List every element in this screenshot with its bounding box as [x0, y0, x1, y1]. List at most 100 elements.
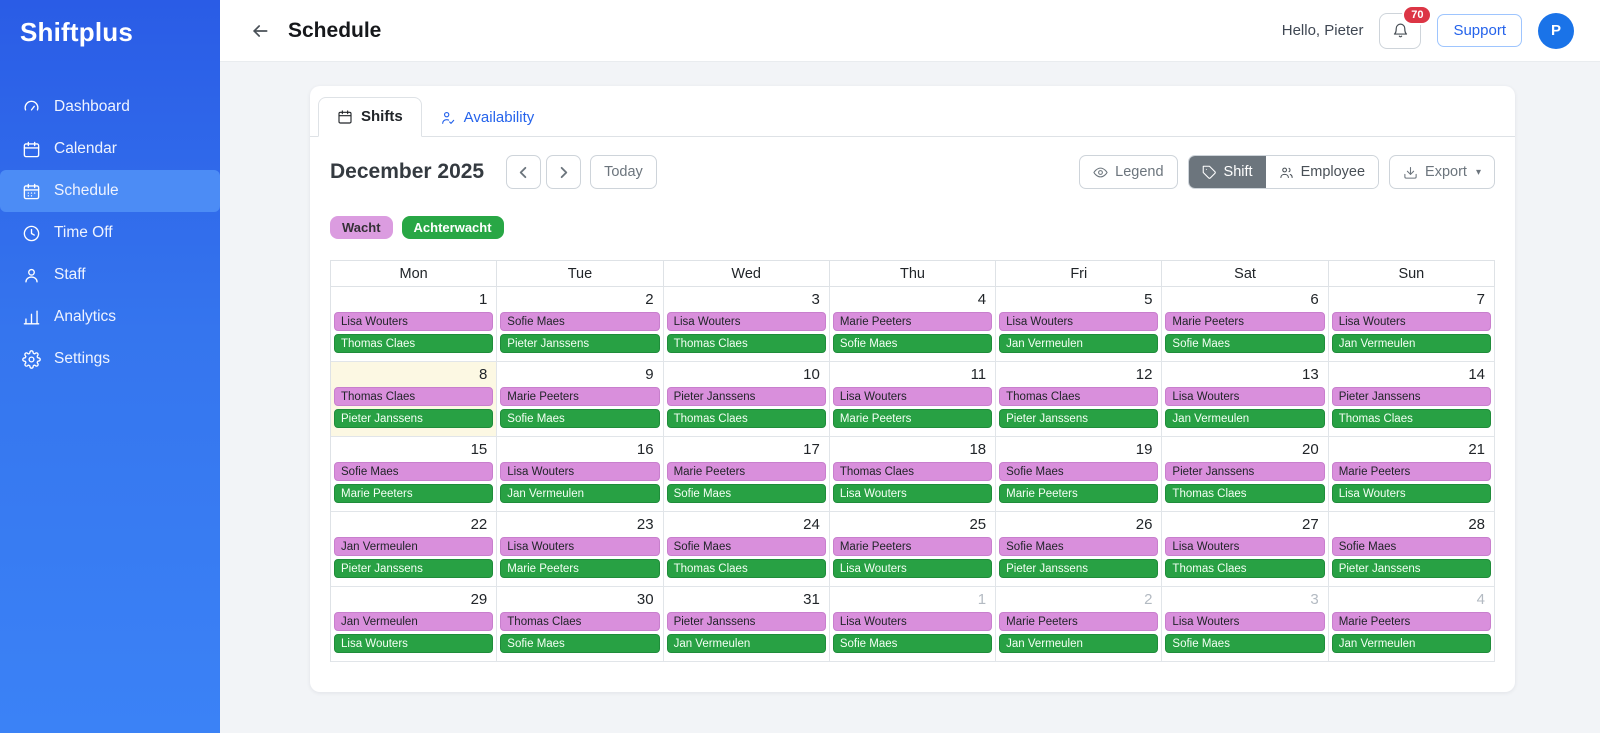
shift-chip-wacht[interactable]: Marie Peeters: [999, 612, 1159, 631]
day-cell[interactable]: 19 Sofie Maes Marie Peeters: [996, 437, 1163, 512]
shift-chip-wacht[interactable]: Pieter Janssens: [666, 612, 826, 631]
day-cell[interactable]: 14 Pieter Janssens Thomas Claes: [1328, 362, 1495, 437]
shift-chip-wacht[interactable]: Marie Peeters: [1331, 462, 1491, 481]
shift-chip-wacht[interactable]: Sofie Maes: [999, 537, 1159, 556]
shift-chip-wacht[interactable]: Marie Peeters: [500, 387, 660, 406]
shift-chip-achterwacht[interactable]: Thomas Claes: [1165, 559, 1325, 578]
day-cell[interactable]: 2 Sofie Maes Pieter Janssens: [497, 287, 664, 362]
day-cell[interactable]: 23 Lisa Wouters Marie Peeters: [497, 512, 664, 587]
view-mode-employee[interactable]: Employee: [1265, 156, 1379, 188]
shift-chip-achterwacht[interactable]: Sofie Maes: [500, 409, 660, 428]
shift-chip-achterwacht[interactable]: Pieter Janssens: [500, 334, 660, 353]
day-cell[interactable]: 24 Sofie Maes Thomas Claes: [663, 512, 830, 587]
day-cell[interactable]: 22 Jan Vermeulen Pieter Janssens: [331, 512, 498, 587]
shift-chip-achterwacht[interactable]: Marie Peeters: [500, 559, 660, 578]
sidebar-item-settings[interactable]: Settings: [0, 338, 220, 380]
sidebar-item-dashboard[interactable]: Dashboard: [0, 86, 220, 128]
day-cell[interactable]: 3 Lisa Wouters Thomas Claes: [663, 287, 830, 362]
day-cell[interactable]: 10 Pieter Janssens Thomas Claes: [663, 362, 830, 437]
day-cell[interactable]: 12 Thomas Claes Pieter Janssens: [996, 362, 1163, 437]
shift-chip-achterwacht[interactable]: Thomas Claes: [666, 409, 826, 428]
day-cell[interactable]: 13 Lisa Wouters Jan Vermeulen: [1162, 362, 1329, 437]
shift-chip-achterwacht[interactable]: Pieter Janssens: [1331, 559, 1491, 578]
shift-chip-achterwacht[interactable]: Lisa Wouters: [334, 634, 494, 653]
sidebar-item-schedule[interactable]: Schedule: [0, 170, 220, 212]
day-cell[interactable]: 27 Lisa Wouters Thomas Claes: [1162, 512, 1329, 587]
shift-chip-achterwacht[interactable]: Pieter Janssens: [999, 409, 1159, 428]
shift-chip-achterwacht[interactable]: Pieter Janssens: [999, 559, 1159, 578]
shift-chip-wacht[interactable]: Marie Peeters: [1165, 312, 1325, 331]
day-cell[interactable]: 17 Marie Peeters Sofie Maes: [663, 437, 830, 512]
day-cell[interactable]: 1 Lisa Wouters Thomas Claes: [331, 287, 498, 362]
shift-chip-wacht[interactable]: Lisa Wouters: [666, 312, 826, 331]
shift-chip-achterwacht[interactable]: Marie Peeters: [334, 484, 494, 503]
sidebar-item-analytics[interactable]: Analytics: [0, 296, 220, 338]
shift-chip-wacht[interactable]: Thomas Claes: [334, 387, 494, 406]
shift-chip-achterwacht[interactable]: Jan Vermeulen: [999, 334, 1159, 353]
day-cell[interactable]: 25 Marie Peeters Lisa Wouters: [829, 512, 997, 587]
day-cell[interactable]: 16 Lisa Wouters Jan Vermeulen: [497, 437, 664, 512]
shift-chip-achterwacht[interactable]: Sofie Maes: [832, 334, 993, 353]
shift-chip-wacht[interactable]: Sofie Maes: [500, 312, 660, 331]
shift-chip-wacht[interactable]: Lisa Wouters: [1165, 537, 1325, 556]
shift-chip-achterwacht[interactable]: Lisa Wouters: [1331, 484, 1491, 503]
shift-chip-wacht[interactable]: Lisa Wouters: [1165, 612, 1325, 631]
shift-chip-wacht[interactable]: Pieter Janssens: [1165, 462, 1325, 481]
shift-chip-wacht[interactable]: Sofie Maes: [999, 462, 1159, 481]
support-button[interactable]: Support: [1437, 14, 1522, 47]
shift-chip-achterwacht[interactable]: Jan Vermeulen: [1331, 334, 1491, 353]
day-cell[interactable]: 4 Marie Peeters Sofie Maes: [829, 287, 997, 362]
day-cell[interactable]: 26 Sofie Maes Pieter Janssens: [996, 512, 1163, 587]
today-button[interactable]: Today: [590, 155, 657, 189]
shift-chip-achterwacht[interactable]: Sofie Maes: [1165, 634, 1325, 653]
day-cell[interactable]: 4 Marie Peeters Jan Vermeulen: [1328, 587, 1495, 662]
shift-chip-achterwacht[interactable]: Lisa Wouters: [832, 559, 993, 578]
shift-chip-wacht[interactable]: Jan Vermeulen: [334, 537, 494, 556]
legend-button[interactable]: Legend: [1079, 155, 1178, 189]
shift-chip-wacht[interactable]: Lisa Wouters: [999, 312, 1159, 331]
day-cell[interactable]: 20 Pieter Janssens Thomas Claes: [1162, 437, 1329, 512]
day-cell[interactable]: 18 Thomas Claes Lisa Wouters: [829, 437, 997, 512]
day-cell[interactable]: 31 Pieter Janssens Jan Vermeulen: [663, 587, 830, 662]
shift-chip-achterwacht[interactable]: Pieter Janssens: [334, 409, 494, 428]
shift-chip-wacht[interactable]: Lisa Wouters: [1331, 312, 1491, 331]
tab-shifts[interactable]: Shifts: [318, 97, 422, 137]
shift-chip-achterwacht[interactable]: Thomas Claes: [1331, 409, 1491, 428]
day-cell[interactable]: 30 Thomas Claes Sofie Maes: [497, 587, 664, 662]
shift-chip-wacht[interactable]: Marie Peeters: [1331, 612, 1491, 631]
shift-chip-wacht[interactable]: Lisa Wouters: [832, 612, 993, 631]
day-cell[interactable]: 7 Lisa Wouters Jan Vermeulen: [1328, 287, 1495, 362]
shift-chip-achterwacht[interactable]: Thomas Claes: [666, 334, 826, 353]
tab-availability[interactable]: Availability: [422, 99, 553, 137]
shift-chip-wacht[interactable]: Lisa Wouters: [500, 462, 660, 481]
shift-chip-achterwacht[interactable]: Sofie Maes: [500, 634, 660, 653]
day-cell[interactable]: 6 Marie Peeters Sofie Maes: [1162, 287, 1329, 362]
day-cell[interactable]: 11 Lisa Wouters Marie Peeters: [829, 362, 997, 437]
sidebar-item-calendar[interactable]: Calendar: [0, 128, 220, 170]
shift-chip-wacht[interactable]: Sofie Maes: [1331, 537, 1491, 556]
shift-chip-achterwacht[interactable]: Jan Vermeulen: [999, 634, 1159, 653]
shift-chip-achterwacht[interactable]: Thomas Claes: [666, 559, 826, 578]
sidebar-item-staff[interactable]: Staff: [0, 254, 220, 296]
shift-chip-wacht[interactable]: Thomas Claes: [832, 462, 993, 481]
day-cell[interactable]: 2 Marie Peeters Jan Vermeulen: [996, 587, 1163, 662]
shift-chip-wacht[interactable]: Marie Peeters: [832, 312, 993, 331]
shift-chip-achterwacht[interactable]: Marie Peeters: [832, 409, 993, 428]
shift-chip-wacht[interactable]: Jan Vermeulen: [334, 612, 494, 631]
view-mode-shift[interactable]: Shift: [1188, 156, 1266, 188]
day-cell[interactable]: 15 Sofie Maes Marie Peeters: [331, 437, 498, 512]
shift-chip-achterwacht[interactable]: Jan Vermeulen: [1165, 409, 1325, 428]
shift-chip-wacht[interactable]: Marie Peeters: [666, 462, 826, 481]
shift-chip-achterwacht[interactable]: Sofie Maes: [832, 634, 993, 653]
shift-chip-wacht[interactable]: Lisa Wouters: [334, 312, 494, 331]
day-cell[interactable]: 1 Lisa Wouters Sofie Maes: [829, 587, 997, 662]
shift-chip-achterwacht[interactable]: Jan Vermeulen: [1331, 634, 1491, 653]
day-cell[interactable]: 3 Lisa Wouters Sofie Maes: [1162, 587, 1329, 662]
sidebar-item-time-off[interactable]: Time Off: [0, 212, 220, 254]
shift-chip-wacht[interactable]: Pieter Janssens: [1331, 387, 1491, 406]
day-cell[interactable]: 9 Marie Peeters Sofie Maes: [497, 362, 664, 437]
shift-chip-achterwacht[interactable]: Pieter Janssens: [334, 559, 494, 578]
day-cell[interactable]: 28 Sofie Maes Pieter Janssens: [1328, 512, 1495, 587]
shift-chip-wacht[interactable]: Marie Peeters: [832, 537, 993, 556]
shift-chip-achterwacht[interactable]: Jan Vermeulen: [500, 484, 660, 503]
